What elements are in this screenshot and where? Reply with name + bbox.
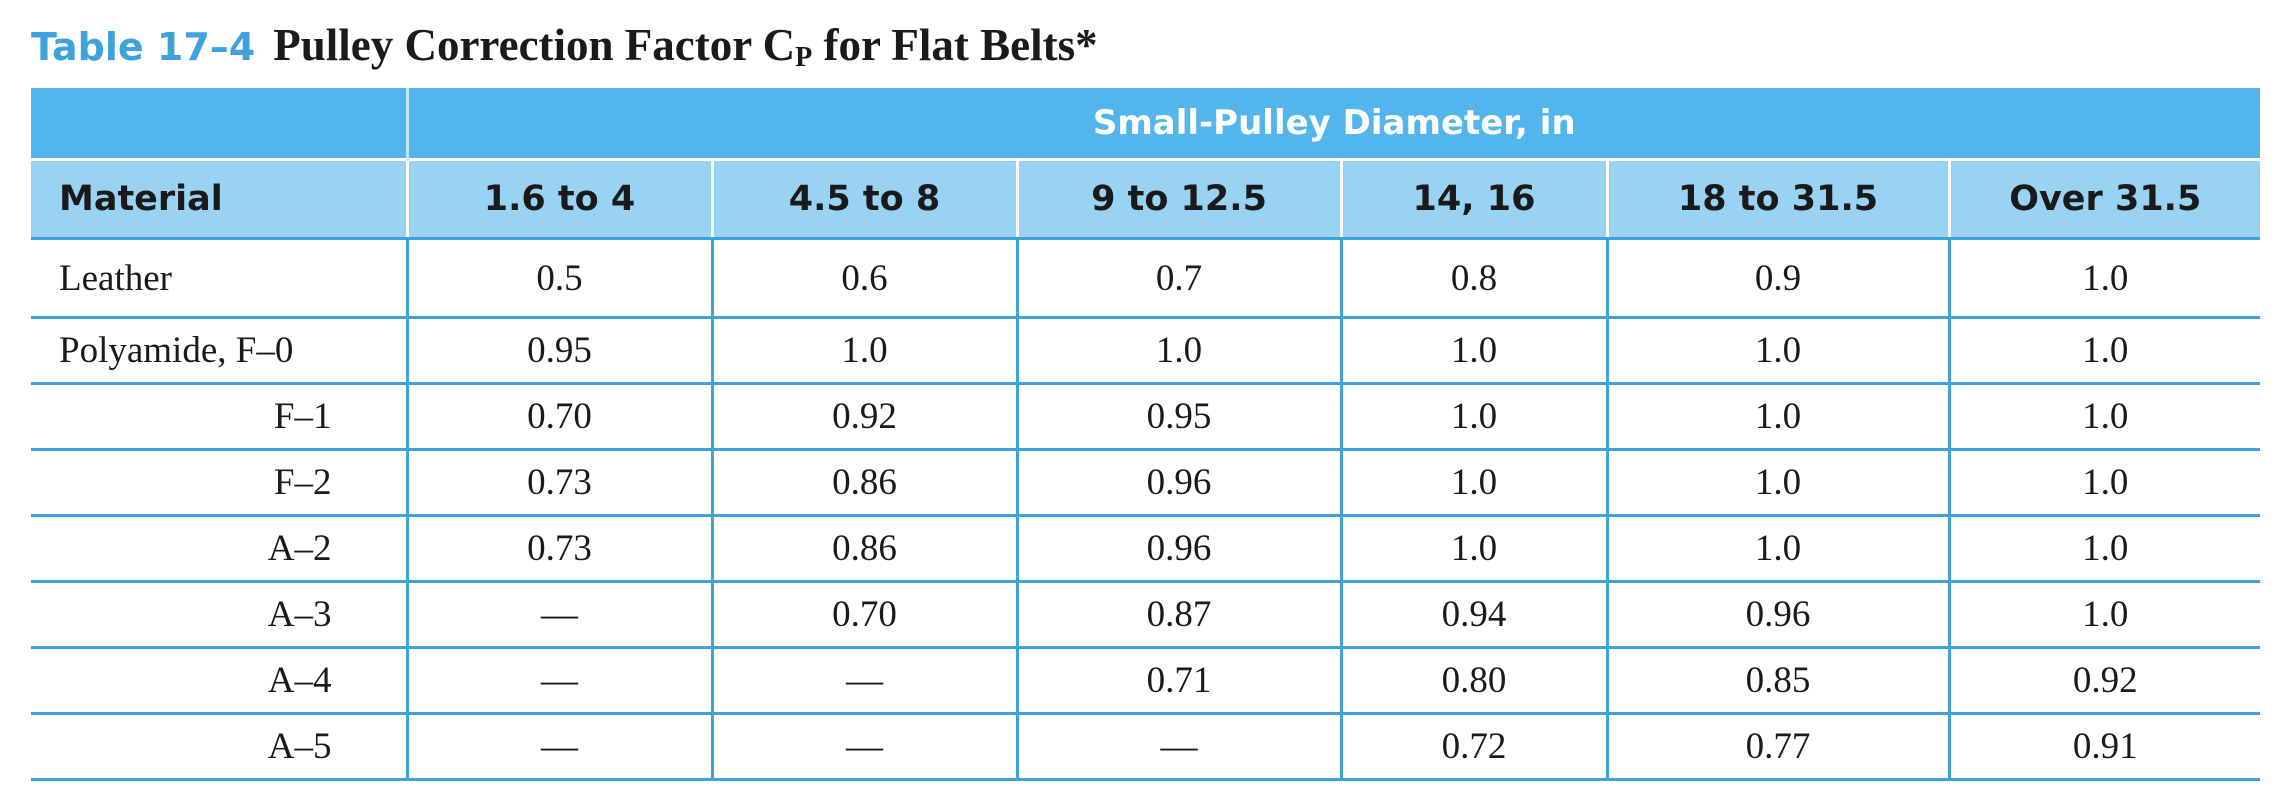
material-cell: A–3 <box>31 581 407 649</box>
column-header: Material <box>31 158 407 240</box>
value-cell: 0.95 <box>405 317 712 385</box>
group-header-spacer <box>31 88 407 160</box>
value-cell: 0.94 <box>1339 581 1607 649</box>
column-header: 4.5 to 8 <box>710 158 1017 240</box>
material-cell: Leather <box>31 238 407 319</box>
table-number: Table 17–4 <box>31 25 256 69</box>
caption-suffix: for Flat Belts* <box>812 20 1098 70</box>
value-cell: 1.0 <box>1605 515 1949 583</box>
value-cell: 1.0 <box>1339 515 1607 583</box>
value-cell: — <box>710 713 1017 781</box>
value-cell: 1.0 <box>1947 238 2261 319</box>
caption-text: Pulley Correction Factor C <box>273 20 796 70</box>
group-header: Small-Pulley Diameter, in <box>405 88 2261 160</box>
value-cell: 0.96 <box>1605 581 1949 649</box>
value-cell: — <box>405 581 712 649</box>
value-cell: — <box>1015 713 1341 781</box>
table-row: A–3 — 0.70 0.87 0.94 0.96 1.0 <box>31 581 2261 649</box>
material-cell: Polyamide, F–0 <box>31 317 407 385</box>
table-title: Table 17–4 Pulley Correction Factor CP fo… <box>31 14 1098 76</box>
value-cell: 1.0 <box>1947 581 2261 649</box>
value-cell: 0.91 <box>1947 713 2261 781</box>
value-cell: 0.71 <box>1015 647 1341 715</box>
material-cell: F–1 <box>31 383 407 451</box>
material-cell: A–4 <box>31 647 407 715</box>
value-cell: 1.0 <box>1339 317 1607 385</box>
column-header: 18 to 31.5 <box>1605 158 1949 240</box>
value-cell: 0.96 <box>1015 515 1341 583</box>
value-cell: 1.0 <box>1947 515 2261 583</box>
value-cell: 0.7 <box>1015 238 1341 319</box>
material-cell: A–2 <box>31 515 407 583</box>
value-cell: 0.9 <box>1605 238 1949 319</box>
value-cell: 0.73 <box>405 515 712 583</box>
table-row: F–2 0.73 0.86 0.96 1.0 1.0 1.0 <box>31 449 2261 517</box>
value-cell: 1.0 <box>1605 317 1949 385</box>
value-cell: 0.85 <box>1605 647 1949 715</box>
value-cell: 1.0 <box>1605 449 1949 517</box>
value-cell: 0.87 <box>1015 581 1341 649</box>
value-cell: 1.0 <box>710 317 1017 385</box>
value-cell: 0.73 <box>405 449 712 517</box>
material-cell: F–2 <box>31 449 407 517</box>
correction-factor-table: Small-Pulley Diameter, in Material 1.6 t… <box>31 88 2261 781</box>
value-cell: 0.95 <box>1015 383 1341 451</box>
table-row: Leather 0.5 0.6 0.7 0.8 0.9 1.0 <box>31 238 2261 319</box>
value-cell: 0.8 <box>1339 238 1607 319</box>
group-header-row: Small-Pulley Diameter, in <box>31 88 2261 160</box>
column-header: Over 31.5 <box>1947 158 2261 240</box>
value-cell: 0.86 <box>710 515 1017 583</box>
value-cell: 1.0 <box>1015 317 1341 385</box>
value-cell: 1.0 <box>1947 449 2261 517</box>
table-row: A–2 0.73 0.86 0.96 1.0 1.0 1.0 <box>31 515 2261 583</box>
value-cell: 0.72 <box>1339 713 1607 781</box>
value-cell: 0.70 <box>405 383 712 451</box>
table-row: F–1 0.70 0.92 0.95 1.0 1.0 1.0 <box>31 383 2261 451</box>
value-cell: 0.80 <box>1339 647 1607 715</box>
caption-subscript: P <box>795 42 813 73</box>
column-header: 9 to 12.5 <box>1015 158 1341 240</box>
column-header-row: Material 1.6 to 4 4.5 to 8 9 to 12.5 14,… <box>31 158 2261 240</box>
value-cell: — <box>405 713 712 781</box>
value-cell: 0.86 <box>710 449 1017 517</box>
column-header: 1.6 to 4 <box>405 158 712 240</box>
column-header: 14, 16 <box>1339 158 1607 240</box>
value-cell: 1.0 <box>1605 383 1949 451</box>
value-cell: 0.5 <box>405 238 712 319</box>
value-cell: — <box>405 647 712 715</box>
material-cell: A–5 <box>31 713 407 781</box>
value-cell: 1.0 <box>1947 383 2261 451</box>
table-row: A–4 — — 0.71 0.80 0.85 0.92 <box>31 647 2261 715</box>
value-cell: 0.96 <box>1015 449 1341 517</box>
value-cell: 1.0 <box>1339 383 1607 451</box>
value-cell: 0.6 <box>710 238 1017 319</box>
value-cell: 0.70 <box>710 581 1017 649</box>
table-caption: Pulley Correction Factor CP for Flat Bel… <box>273 20 1098 73</box>
value-cell: 0.92 <box>1947 647 2261 715</box>
table-row: Polyamide, F–0 0.95 1.0 1.0 1.0 1.0 1.0 <box>31 317 2261 385</box>
table-row: A–5 — — — 0.72 0.77 0.91 <box>31 713 2261 781</box>
value-cell: 1.0 <box>1339 449 1607 517</box>
value-cell: 0.77 <box>1605 713 1949 781</box>
value-cell: — <box>710 647 1017 715</box>
value-cell: 1.0 <box>1947 317 2261 385</box>
value-cell: 0.92 <box>710 383 1017 451</box>
